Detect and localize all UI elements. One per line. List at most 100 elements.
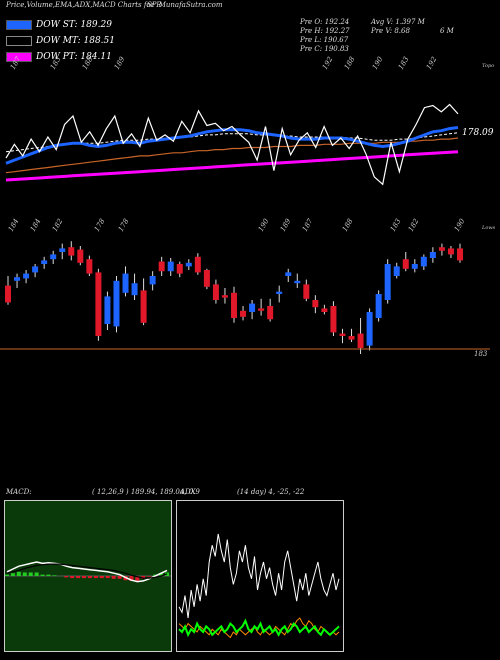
top-label: 187	[9, 55, 23, 71]
macd-hist-bar	[93, 576, 98, 579]
top-label: 192	[425, 55, 439, 71]
macd-hist-bar	[105, 576, 110, 579]
candle-body	[330, 306, 337, 333]
right-mid-label: Lows	[481, 225, 496, 231]
candle-body	[194, 256, 201, 273]
macd-hist-bar	[5, 574, 9, 576]
candle-body	[321, 308, 328, 312]
candle-body	[23, 273, 30, 279]
candle-body	[221, 295, 228, 298]
candle-body	[68, 247, 75, 256]
top-label: 188	[81, 55, 95, 71]
candle-body	[267, 306, 274, 320]
candle-body	[366, 312, 373, 346]
macd-signal-line	[6, 563, 168, 579]
macd-hist-bar	[135, 576, 140, 581]
price-line	[5, 103, 459, 186]
macd-hist-bar	[28, 572, 33, 576]
mid-label: 189	[279, 217, 293, 233]
candle-body	[258, 308, 265, 311]
macd-hist-bar	[34, 572, 39, 576]
candle-body	[438, 247, 445, 251]
candle-body	[131, 283, 138, 296]
legend-dow-st: DOW ST: 189.29	[6, 18, 112, 32]
macd-hist-bar	[159, 573, 164, 576]
pre-volume: Pre V: 8.68	[371, 27, 410, 35]
candle-body	[375, 294, 382, 318]
candle-body	[420, 256, 427, 267]
macd-hist-bar	[82, 576, 87, 579]
macd-title: MACD:	[6, 488, 32, 496]
legend-dow-pt: DOW PT: 184.11	[6, 50, 112, 64]
legend-label-pt: DOW PT: 184.11	[36, 52, 112, 62]
legend-label-st: DOW ST: 189.29	[36, 20, 112, 30]
site-name: SP MunafaSutra.com	[147, 1, 223, 9]
pre-high: Pre H: 192.27	[300, 27, 350, 35]
candle-body	[176, 264, 183, 274]
candle-body	[185, 262, 192, 267]
candle-body	[294, 280, 301, 284]
macd-hist-bar	[16, 571, 21, 576]
macd-hist-bar	[117, 576, 122, 579]
ema-pt-line	[5, 150, 459, 182]
ema-st-line	[5, 126, 459, 165]
top-label: 190	[371, 55, 385, 71]
candle-body	[59, 248, 66, 252]
macd-hist-bar	[99, 576, 104, 579]
legend-swatch-pt	[6, 52, 32, 62]
candle-body	[411, 264, 418, 269]
legend-dow-mt: DOW MT: 188.51	[6, 34, 115, 48]
candle-body	[149, 276, 156, 285]
candle-body	[77, 249, 84, 263]
macd-hist-bar	[40, 574, 45, 576]
macd-hist-bar	[141, 576, 146, 579]
last-price-label: 178.09	[462, 128, 494, 138]
price-chart: 187 183 188 189 192 188 190 183 192 184 184 182 178 1…	[0, 55, 496, 358]
candle-body	[86, 259, 93, 274]
candle-body	[113, 280, 120, 327]
candle-body	[122, 273, 129, 293]
macd-params: ( 12,26,9 ) 189.94, 189.04, 0.9	[92, 488, 200, 496]
legend-swatch-st	[6, 20, 32, 30]
candle-body	[231, 292, 237, 318]
candle-body	[303, 284, 310, 299]
candle-body	[402, 259, 409, 269]
mid-label: 182	[51, 217, 65, 233]
macd-hist-bar	[22, 572, 27, 576]
candle-body	[312, 300, 319, 308]
mid-label: 178	[93, 217, 107, 233]
macd-hist-bar	[52, 575, 57, 576]
mid-label: 188	[341, 217, 355, 233]
candle-body	[276, 291, 283, 294]
candle-body	[357, 333, 364, 348]
ohlc-col2: Avg V: 1.397 M Pre V: 8.68	[371, 18, 425, 36]
pre-close: Pre C: 190.83	[300, 45, 349, 53]
macd-chart	[5, 501, 171, 651]
top-label: 189	[113, 55, 127, 71]
macd-hist-bar	[70, 576, 75, 579]
candle-body	[95, 272, 102, 336]
candle-body	[447, 248, 454, 255]
legend-swatch-mt	[6, 36, 32, 46]
mid-label: 183	[389, 217, 403, 233]
right-top-label: Topo	[482, 63, 494, 69]
mid-label: 182	[407, 217, 421, 233]
macd-hist-bar	[76, 576, 81, 579]
candle-body	[50, 254, 57, 260]
candle-body	[348, 336, 355, 340]
top-label: 188	[343, 55, 357, 71]
mid-label: 184	[29, 217, 43, 233]
adx-panel	[176, 500, 344, 652]
lower-label: 183	[474, 350, 488, 358]
candle-body	[104, 296, 111, 324]
adx-line	[178, 533, 340, 619]
candle-body	[339, 333, 346, 336]
ohlc-col1: Pre O: 192.24 Pre H: 192.27 Pre L: 190.6…	[300, 18, 350, 54]
mid-label: 190	[453, 217, 467, 233]
volume-unit: 6 M	[440, 27, 454, 35]
candle-body	[384, 264, 391, 300]
candle-body	[203, 270, 210, 287]
candle-body	[140, 290, 147, 323]
ohlc-col3: 6 M	[440, 27, 454, 36]
macd-hist-bar	[147, 576, 152, 577]
